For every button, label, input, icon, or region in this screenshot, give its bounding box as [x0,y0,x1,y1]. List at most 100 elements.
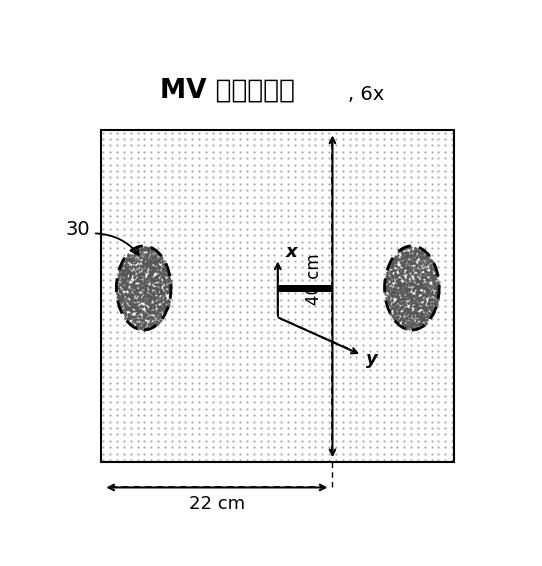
Point [160,264,169,273]
Point [127,308,136,318]
Point [120,314,128,323]
Point [143,270,152,279]
Point [126,327,135,336]
Point [399,261,408,270]
Point [421,160,429,169]
Point [249,134,258,143]
Point [379,186,388,195]
Point [133,316,142,325]
Point [426,302,435,311]
Point [399,249,408,258]
Point [413,293,422,302]
Point [318,423,326,432]
Point [318,263,326,272]
Point [304,192,313,201]
Point [410,298,419,307]
Point [424,281,433,290]
Point [332,199,340,208]
Point [418,275,427,284]
Point [388,288,397,297]
Point [256,141,265,150]
Point [167,147,176,156]
Point [409,324,418,333]
Point [389,286,398,295]
Point [401,284,410,293]
Point [283,147,292,156]
Point [126,179,135,188]
Point [215,243,224,252]
Point [128,282,137,291]
Point [132,285,140,294]
Point [410,264,418,273]
Point [298,134,306,143]
Point [160,417,169,426]
Point [142,266,151,275]
Point [124,251,132,260]
Point [417,318,426,327]
Point [359,282,367,291]
Point [400,321,409,330]
Point [434,243,443,252]
Point [325,391,333,400]
Point [405,297,414,306]
Point [167,314,176,323]
Point [156,287,165,296]
Point [229,205,238,214]
Point [448,436,456,445]
Point [126,385,135,394]
Point [263,166,272,175]
Point [441,154,450,163]
Point [412,281,421,290]
Point [379,179,388,188]
Point [119,261,128,270]
Point [417,310,425,319]
Point [338,436,347,445]
Point [352,199,361,208]
Point [422,274,430,283]
Point [152,276,160,285]
Point [422,271,431,280]
Point [121,284,130,293]
Point [345,295,354,304]
Point [129,261,138,271]
Point [154,289,163,298]
Point [133,385,142,394]
Point [148,255,157,264]
Point [138,316,147,325]
Point [120,391,128,400]
Point [99,456,108,465]
Point [202,398,210,407]
Point [148,283,157,292]
Point [119,270,128,279]
Point [384,275,392,284]
Point [118,275,126,284]
Point [423,255,431,264]
Point [125,255,134,264]
Point [117,286,126,295]
Point [164,300,172,309]
Point [147,319,156,328]
Point [236,346,244,355]
Point [106,231,114,240]
Point [113,456,121,465]
Point [418,270,427,279]
Point [134,248,143,257]
Point [427,263,436,272]
Point [124,305,132,314]
Point [263,353,272,362]
Point [106,353,114,362]
Point [113,411,121,420]
Point [416,280,425,289]
Point [417,280,425,289]
Point [113,353,121,362]
Point [99,231,108,240]
Point [154,319,163,328]
Point [120,295,128,304]
Point [311,269,320,278]
Point [256,282,265,291]
Point [291,443,299,452]
Point [311,308,320,317]
Point [441,282,450,291]
Point [151,284,160,293]
Point [156,306,164,315]
